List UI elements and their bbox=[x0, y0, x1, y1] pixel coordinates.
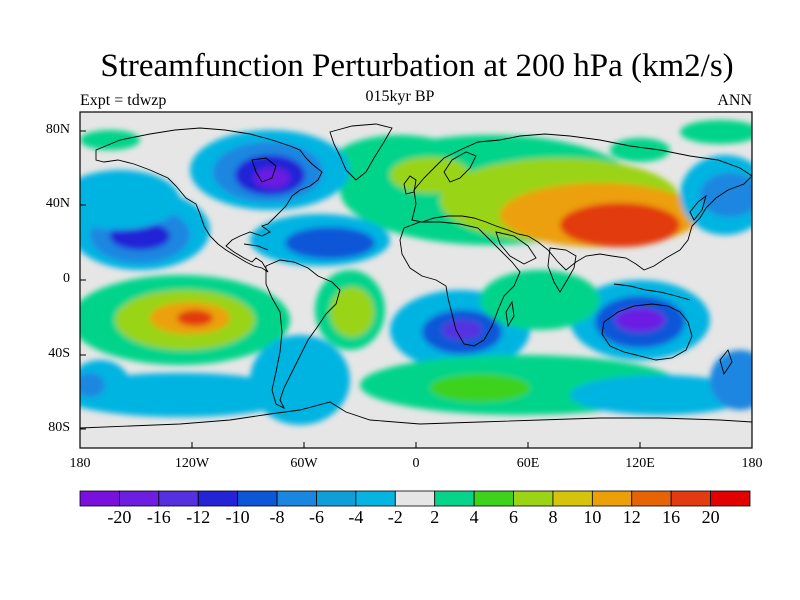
coast-japan bbox=[689, 194, 707, 221]
contour-region bbox=[250, 335, 350, 425]
colorbar-tick-label: 20 bbox=[701, 507, 720, 527]
colorbar-swatch bbox=[158, 490, 199, 507]
colorbar-swatch bbox=[119, 490, 160, 507]
colorbar-swatch bbox=[591, 490, 633, 507]
colorbar-swatch bbox=[631, 490, 672, 507]
colorbar-tick-label: 16 bbox=[662, 507, 681, 527]
map-subtitle: 015kyr BP bbox=[365, 88, 435, 105]
lon-tick-label: 120W bbox=[174, 456, 210, 471]
contour-region bbox=[700, 173, 752, 217]
contour-region bbox=[80, 373, 300, 417]
colorbar-tick-label: -20 bbox=[107, 507, 132, 527]
contour-region bbox=[80, 170, 180, 230]
contour-region bbox=[560, 203, 680, 247]
colorbar-tick-label: 4 bbox=[469, 507, 479, 527]
colorbar-tick-label: -8 bbox=[269, 507, 285, 527]
coast-australia bbox=[601, 303, 693, 361]
experiment-label: Expt = tdwzp bbox=[80, 92, 167, 109]
coast-hudson-bay bbox=[251, 157, 277, 183]
contour-region bbox=[330, 287, 374, 337]
season-label: ANN bbox=[717, 92, 752, 109]
colorbar-tick-label: -6 bbox=[308, 507, 324, 527]
coast-eurasia bbox=[411, 133, 752, 271]
colorbar-swatch bbox=[79, 490, 120, 507]
contour-region bbox=[680, 120, 752, 144]
colorbar-swatch bbox=[473, 490, 514, 507]
colorbar-swatch bbox=[394, 490, 436, 507]
coast-north-america bbox=[95, 127, 323, 273]
colorbar-swatch bbox=[237, 490, 278, 507]
colorbar-swatch bbox=[710, 490, 751, 507]
axis-ticks bbox=[79, 130, 753, 448]
contour-region bbox=[710, 350, 752, 410]
contour-region bbox=[610, 138, 670, 162]
colorbar-swatch bbox=[434, 490, 475, 507]
map-title: Streamfunction Perturbation at 200 hPa (… bbox=[100, 48, 734, 84]
colorbar-swatch bbox=[316, 490, 357, 507]
lat-tick-label: 40N bbox=[45, 196, 70, 211]
coast-arabia bbox=[495, 231, 537, 265]
colorbar-swatch bbox=[355, 490, 396, 507]
colorbar-swatch bbox=[276, 490, 317, 507]
colorbar-tick-label: -12 bbox=[186, 507, 211, 527]
lon-tick-label: 60W bbox=[290, 456, 318, 471]
colorbar-swatch bbox=[670, 490, 711, 507]
colorbar-swatch bbox=[513, 490, 554, 507]
contour-region bbox=[390, 157, 470, 193]
lat-tick-label: 80N bbox=[45, 122, 70, 137]
contour-region bbox=[480, 270, 600, 330]
colorbar-tick-label: 2 bbox=[430, 507, 440, 527]
colorbar-tick-label: 10 bbox=[583, 507, 602, 527]
coast-caribbean bbox=[243, 243, 269, 251]
lon-tick-label: 180 bbox=[69, 456, 91, 471]
coastlines bbox=[80, 123, 752, 429]
contour-region bbox=[442, 320, 482, 340]
contour-region bbox=[615, 308, 665, 332]
lat-tick-label: 80S bbox=[48, 420, 70, 435]
contour-region bbox=[570, 375, 750, 415]
colorbar-swatch bbox=[552, 490, 593, 507]
lat-tick-label: 40S bbox=[48, 346, 70, 361]
contour-region bbox=[177, 310, 213, 326]
coast-madagascar bbox=[505, 300, 515, 328]
colorbar-tick-label: -4 bbox=[348, 507, 364, 527]
lon-tick-label: 180 bbox=[741, 456, 763, 471]
colorbar-tick-label: 6 bbox=[509, 507, 519, 527]
colorbar-tick-label: -10 bbox=[225, 507, 250, 527]
coast-africa bbox=[399, 221, 521, 347]
coast-south-america bbox=[265, 259, 341, 410]
coast-indonesia bbox=[613, 283, 691, 301]
contour-region bbox=[80, 373, 105, 397]
coast-india bbox=[547, 247, 577, 293]
contour-region bbox=[285, 227, 375, 259]
streamfunction-field bbox=[80, 120, 752, 425]
coast-british-isles bbox=[403, 175, 417, 195]
map-field bbox=[80, 112, 752, 448]
colorbar bbox=[79, 490, 751, 507]
contour-region bbox=[430, 374, 530, 402]
coast-new-zealand bbox=[719, 349, 733, 376]
contour-region bbox=[80, 130, 140, 150]
coast-greenland bbox=[329, 123, 393, 181]
colorbar-tick-label: -2 bbox=[387, 507, 403, 527]
colorbar-swatch bbox=[197, 490, 239, 507]
lon-tick-label: 120E bbox=[625, 456, 655, 471]
coast-scandinavia bbox=[443, 151, 477, 183]
lon-tick-label: 60E bbox=[516, 456, 540, 471]
colorbar-tick-label: -16 bbox=[146, 507, 171, 527]
colorbar-tick-label: 8 bbox=[548, 507, 558, 527]
colorbar-tick-label: 12 bbox=[622, 507, 641, 527]
lon-tick-label: 0 bbox=[412, 456, 420, 471]
coast-antarctica bbox=[80, 401, 752, 429]
lat-tick-label: 0 bbox=[63, 271, 70, 286]
